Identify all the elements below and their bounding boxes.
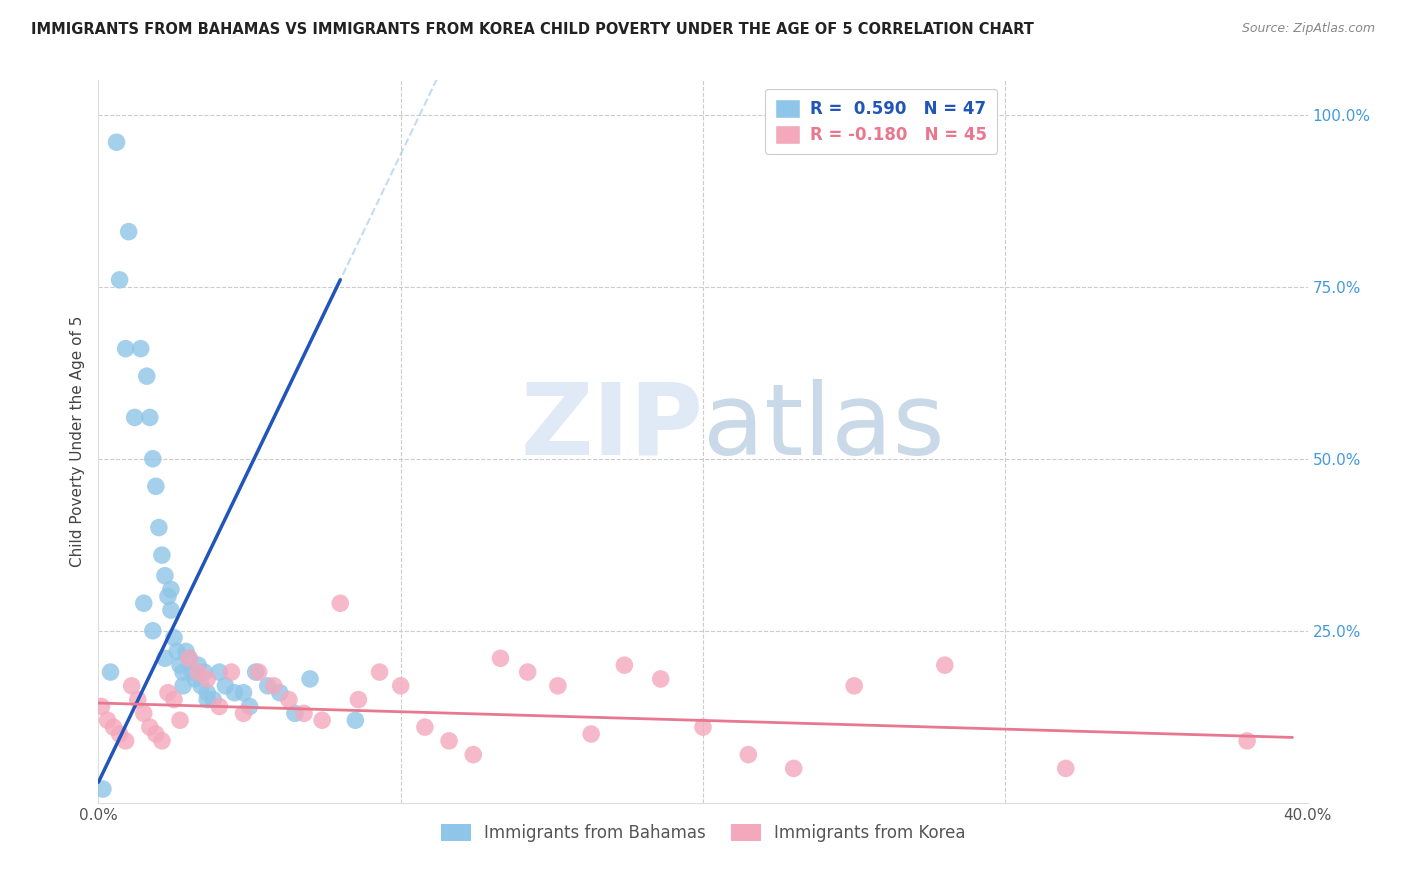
Point xyxy=(90,699,112,714)
Point xyxy=(135,369,157,384)
Point xyxy=(169,658,191,673)
Point xyxy=(150,548,173,562)
Point xyxy=(934,658,956,673)
Point xyxy=(181,665,204,679)
Point xyxy=(329,596,352,610)
Point xyxy=(132,596,155,610)
Point xyxy=(737,747,759,762)
Point xyxy=(132,706,155,721)
Point xyxy=(96,713,118,727)
Point xyxy=(368,665,391,679)
Point xyxy=(195,672,218,686)
Point xyxy=(184,672,207,686)
Point xyxy=(208,665,231,679)
Point xyxy=(277,692,299,706)
Point xyxy=(121,679,143,693)
Point xyxy=(193,665,215,679)
Point xyxy=(160,603,183,617)
Point xyxy=(145,727,167,741)
Point xyxy=(142,624,165,638)
Text: atlas: atlas xyxy=(703,378,945,475)
Point xyxy=(224,686,246,700)
Point xyxy=(783,761,806,775)
Point xyxy=(166,644,188,658)
Point xyxy=(172,665,194,679)
Point xyxy=(148,520,170,534)
Point xyxy=(187,665,209,679)
Legend: Immigrants from Bahamas, Immigrants from Korea: Immigrants from Bahamas, Immigrants from… xyxy=(434,817,972,848)
Point xyxy=(547,679,569,693)
Point xyxy=(692,720,714,734)
Point xyxy=(103,720,125,734)
Point xyxy=(127,692,149,706)
Point xyxy=(232,686,254,700)
Point xyxy=(463,747,485,762)
Point xyxy=(108,273,131,287)
Point xyxy=(214,679,236,693)
Point xyxy=(344,713,367,727)
Point xyxy=(256,679,278,693)
Text: IMMIGRANTS FROM BAHAMAS VS IMMIGRANTS FROM KOREA CHILD POVERTY UNDER THE AGE OF : IMMIGRANTS FROM BAHAMAS VS IMMIGRANTS FR… xyxy=(31,22,1033,37)
Point xyxy=(139,720,162,734)
Text: Source: ZipAtlas.com: Source: ZipAtlas.com xyxy=(1241,22,1375,36)
Point xyxy=(174,644,197,658)
Text: ZIP: ZIP xyxy=(520,378,703,475)
Point xyxy=(190,679,212,693)
Point xyxy=(245,665,267,679)
Point xyxy=(187,658,209,673)
Point xyxy=(269,686,291,700)
Point xyxy=(239,699,262,714)
Point xyxy=(1054,761,1077,775)
Point xyxy=(163,631,186,645)
Point xyxy=(292,706,315,721)
Point xyxy=(91,782,114,797)
Point xyxy=(124,410,146,425)
Point xyxy=(247,665,270,679)
Point xyxy=(153,568,176,582)
Point xyxy=(118,225,141,239)
Point xyxy=(100,665,122,679)
Point xyxy=(169,713,191,727)
Point xyxy=(160,582,183,597)
Point xyxy=(489,651,512,665)
Y-axis label: Child Poverty Under the Age of 5: Child Poverty Under the Age of 5 xyxy=(69,316,84,567)
Point xyxy=(347,692,370,706)
Point xyxy=(145,479,167,493)
Point xyxy=(179,651,201,665)
Point xyxy=(208,699,231,714)
Point xyxy=(263,679,285,693)
Point xyxy=(650,672,672,686)
Point xyxy=(142,451,165,466)
Point xyxy=(221,665,243,679)
Point xyxy=(153,651,176,665)
Point xyxy=(413,720,436,734)
Point xyxy=(844,679,866,693)
Point xyxy=(179,651,201,665)
Point xyxy=(105,135,128,149)
Point xyxy=(114,734,136,748)
Point xyxy=(516,665,538,679)
Point xyxy=(284,706,307,721)
Point xyxy=(195,686,218,700)
Point xyxy=(172,679,194,693)
Point xyxy=(163,692,186,706)
Point xyxy=(129,342,152,356)
Point xyxy=(108,727,131,741)
Point xyxy=(579,727,602,741)
Point xyxy=(156,686,179,700)
Point xyxy=(114,342,136,356)
Point xyxy=(1236,734,1258,748)
Point xyxy=(202,692,225,706)
Point xyxy=(389,679,412,693)
Point xyxy=(156,590,179,604)
Point xyxy=(311,713,333,727)
Point xyxy=(299,672,322,686)
Point xyxy=(232,706,254,721)
Point xyxy=(437,734,460,748)
Point xyxy=(139,410,162,425)
Point xyxy=(613,658,636,673)
Point xyxy=(195,692,218,706)
Point xyxy=(150,734,173,748)
